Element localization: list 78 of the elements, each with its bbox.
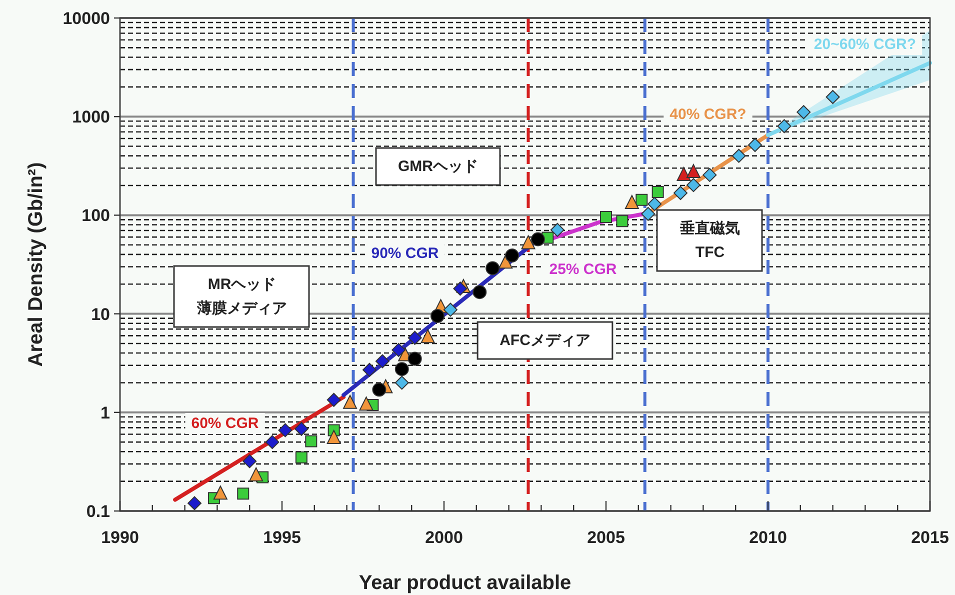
point <box>550 222 564 237</box>
point <box>486 261 500 276</box>
point <box>343 394 358 409</box>
point <box>359 396 374 411</box>
point <box>294 422 308 436</box>
point <box>732 148 746 163</box>
point <box>394 362 409 376</box>
y-tick-label: 10000 <box>62 9 110 28</box>
x-tick-label: 2005 <box>587 528 625 547</box>
annotation: MRヘッド薄膜メディア <box>173 265 310 328</box>
point <box>213 486 228 500</box>
point <box>648 196 662 211</box>
point <box>326 392 341 407</box>
y-tick-label: 1 <box>100 403 110 422</box>
point <box>652 186 664 198</box>
annotation: 40% CGR? <box>670 106 746 123</box>
y-tick-label: 100 <box>82 206 110 226</box>
point <box>408 330 422 345</box>
annotation: 90% CGR <box>371 245 439 262</box>
x-tick-label: 2015 <box>911 528 949 547</box>
point <box>636 194 648 206</box>
y-tick-label: 10 <box>91 304 110 324</box>
annotation: AFCメディア <box>476 321 614 360</box>
point <box>777 119 792 134</box>
y-tick-label: 1000 <box>72 108 110 127</box>
annotation: MRヘッド薄膜メディア <box>196 276 287 317</box>
point <box>375 354 390 368</box>
y-axis-title: Areal Density (Gb/in²) <box>25 162 47 367</box>
point <box>826 90 840 104</box>
point <box>641 206 656 221</box>
point <box>430 308 445 323</box>
point <box>530 232 545 246</box>
point <box>394 376 409 390</box>
point <box>265 435 280 450</box>
annotation: 20~60% CGR? <box>814 36 916 53</box>
point <box>472 285 487 300</box>
point <box>505 248 520 263</box>
point <box>242 454 257 468</box>
point <box>600 210 612 223</box>
point <box>443 302 458 317</box>
point <box>686 164 700 178</box>
point <box>237 488 250 500</box>
point <box>674 186 688 200</box>
point <box>453 282 468 296</box>
point <box>686 178 700 192</box>
point <box>278 423 292 438</box>
point <box>372 382 386 397</box>
point <box>392 342 406 357</box>
annotation: 20~60% CGR? <box>808 34 922 55</box>
annotation: 25% CGR <box>549 261 617 278</box>
x-tick-label: 1995 <box>263 528 301 547</box>
x-axis-title: Year product available <box>358 572 572 594</box>
point <box>188 496 202 510</box>
point <box>616 215 628 228</box>
point <box>702 168 717 182</box>
point <box>748 138 762 152</box>
point <box>408 352 422 366</box>
x-tick-label: 2000 <box>425 528 463 547</box>
annotation: GMRヘッド <box>375 147 501 186</box>
x-tick-label: 1990 <box>101 528 139 547</box>
annotation: 60% CGR <box>191 415 259 432</box>
point <box>295 451 308 464</box>
point <box>249 467 264 482</box>
annotation: GMRヘッド <box>398 158 478 175</box>
point <box>305 435 318 448</box>
point <box>676 166 691 181</box>
annotation: AFCメディア <box>500 332 590 349</box>
annotation: 60% CGR <box>185 413 265 434</box>
point <box>796 105 811 120</box>
point <box>624 194 639 209</box>
point <box>326 430 341 444</box>
point <box>362 362 376 377</box>
point <box>420 329 435 344</box>
y-tick-label: 0.1 <box>86 502 110 521</box>
x-tick-label: 2010 <box>749 528 787 547</box>
point <box>521 235 536 250</box>
annotation: 垂直磁気TFC <box>656 209 763 272</box>
annotation: 垂直磁気TFC <box>679 220 740 261</box>
